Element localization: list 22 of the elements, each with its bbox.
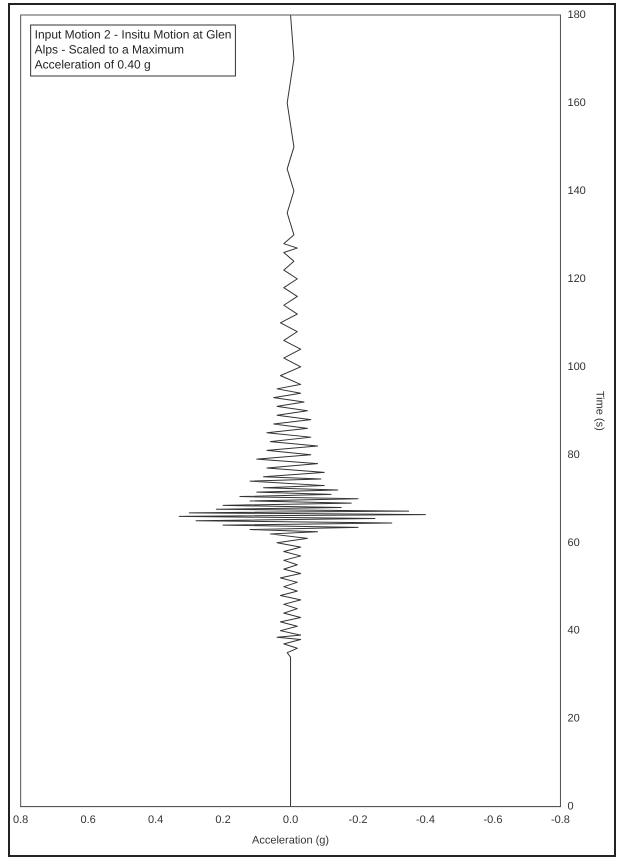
y-tick-label: 160 [567,96,586,109]
x-tick-label: 0.0 [282,814,298,826]
y-tick-label: 120 [567,272,586,285]
x-tick-label: 0.8 [12,814,28,826]
x-tick-label: -0.2 [348,814,368,826]
y-tick-label: 20 [567,712,580,725]
y-tick-label: 60 [567,536,580,549]
x-tick-label: 0.6 [80,814,96,826]
annotation: Input Motion 2 - Insitu Motion at Glen Alps - Scaled to a Maximum Acceleration of 0.40 g [34,27,232,72]
x-tick-label: 0.2 [215,814,231,826]
y-tick-label: 100 [567,360,586,373]
x-tick-label: -0.6 [483,814,502,826]
y-tick-label: 180 [567,9,586,22]
x-tick-label: -0.8 [550,814,570,826]
y-tick-label: 0 [567,800,574,813]
y-axis-title: Time (s) [593,390,606,431]
x-axis-title: Acceleration (g) [252,834,330,846]
y-tick-label: 140 [567,184,586,197]
x-tick-label: 0.4 [148,814,164,826]
y-tick-label: 40 [567,624,580,637]
y-tick-label: 80 [567,448,580,461]
x-tick-label: -0.4 [416,814,435,826]
